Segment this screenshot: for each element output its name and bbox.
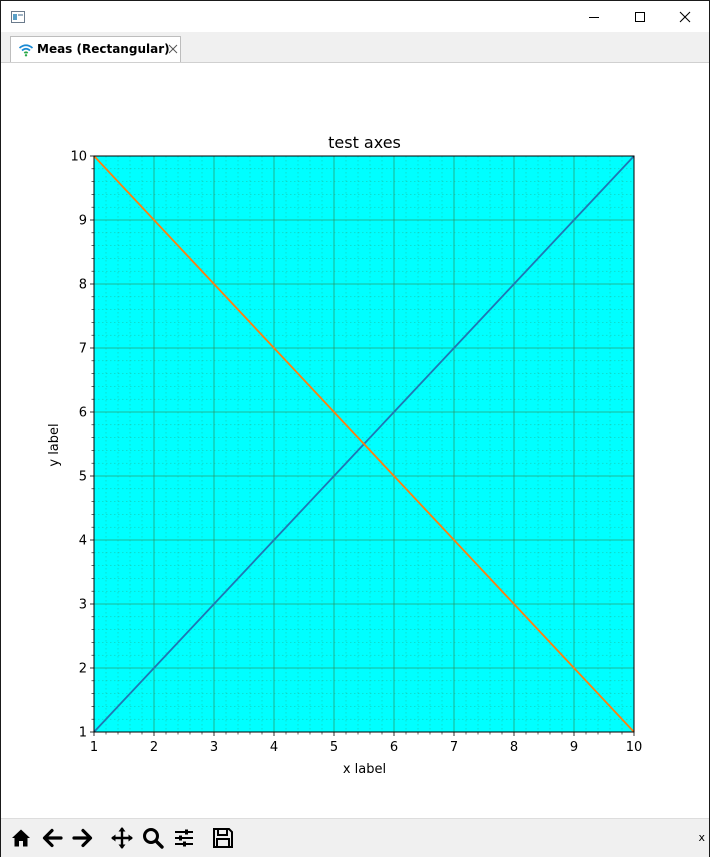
move-icon: [111, 827, 133, 849]
x-tick-label: 8: [510, 740, 518, 755]
home-button[interactable]: [9, 826, 33, 850]
y-tick-label: 8: [79, 278, 87, 293]
close-button[interactable]: [663, 1, 709, 32]
zoom-button[interactable]: [141, 826, 165, 850]
x-tick-label: 10: [626, 740, 643, 755]
save-icon: [213, 828, 233, 848]
x-tick-label: 6: [390, 740, 398, 755]
pan-button[interactable]: [110, 826, 134, 850]
tab-label: Meas (Rectangular): [37, 42, 170, 56]
y-tick-label: 6: [79, 406, 87, 421]
configure-subplots-button[interactable]: [172, 826, 196, 850]
y-axis-label: y label: [47, 423, 62, 466]
plot-canvas-area: 1 2 3 4 5 6 7 8 9 10 1 2 3 4 5 6 7 8 9 10 test axes x label…: [5, 63, 706, 815]
maximize-button[interactable]: [618, 1, 664, 32]
y-tick-label: 9: [79, 214, 87, 229]
x-tick-label: 4: [270, 740, 278, 755]
x-tick-label: 2: [150, 740, 158, 755]
y-tick-label: 7: [79, 342, 87, 357]
title-bar: [1, 1, 709, 32]
x-tick-label: 1: [90, 740, 98, 755]
arrow-left-icon: [42, 828, 63, 848]
arrow-right-icon: [72, 828, 93, 848]
tab-meas-rectangular[interactable]: Meas (Rectangular): [10, 36, 181, 62]
forward-button[interactable]: [71, 826, 95, 850]
series-line-2[interactable]: [93, 155, 635, 733]
home-icon: [12, 829, 30, 847]
axes-frame: [93, 155, 635, 733]
minimize-button[interactable]: [572, 1, 618, 32]
search-icon: [143, 828, 164, 849]
save-button[interactable]: [211, 826, 235, 850]
chart-title: test axes: [328, 133, 401, 152]
line-chart[interactable]: 1 2 3 4 5 6 7 8 9 10 1 2 3 4 5 6 7 8 9 10 test axes x label…: [5, 63, 706, 815]
maximize-icon: [635, 12, 645, 22]
close-icon: [679, 11, 691, 23]
y-tick-label: 10: [70, 150, 87, 165]
y-tick-label: 3: [79, 598, 87, 613]
y-tick-label: 1: [79, 726, 87, 741]
x-tick-label: 3: [210, 740, 218, 755]
sliders-icon: [175, 829, 193, 847]
navigation-toolbar: x: [1, 818, 709, 857]
y-tick-label: 5: [79, 470, 87, 485]
tab-close-icon[interactable]: [168, 44, 178, 54]
cursor-coordinates: x: [698, 831, 705, 844]
app-icon: [11, 11, 25, 23]
x-axis-label: x label: [343, 762, 386, 777]
tab-bar: Meas (Rectangular): [1, 32, 709, 63]
y-tick-label: 2: [79, 662, 87, 677]
minimize-icon: [589, 17, 599, 18]
back-button[interactable]: [40, 826, 64, 850]
x-tick-label: 9: [570, 740, 578, 755]
x-tick-label: 7: [450, 740, 458, 755]
x-tick-label: 5: [330, 740, 338, 755]
y-tick-label: 4: [79, 534, 87, 549]
wifi-icon: [18, 44, 34, 57]
